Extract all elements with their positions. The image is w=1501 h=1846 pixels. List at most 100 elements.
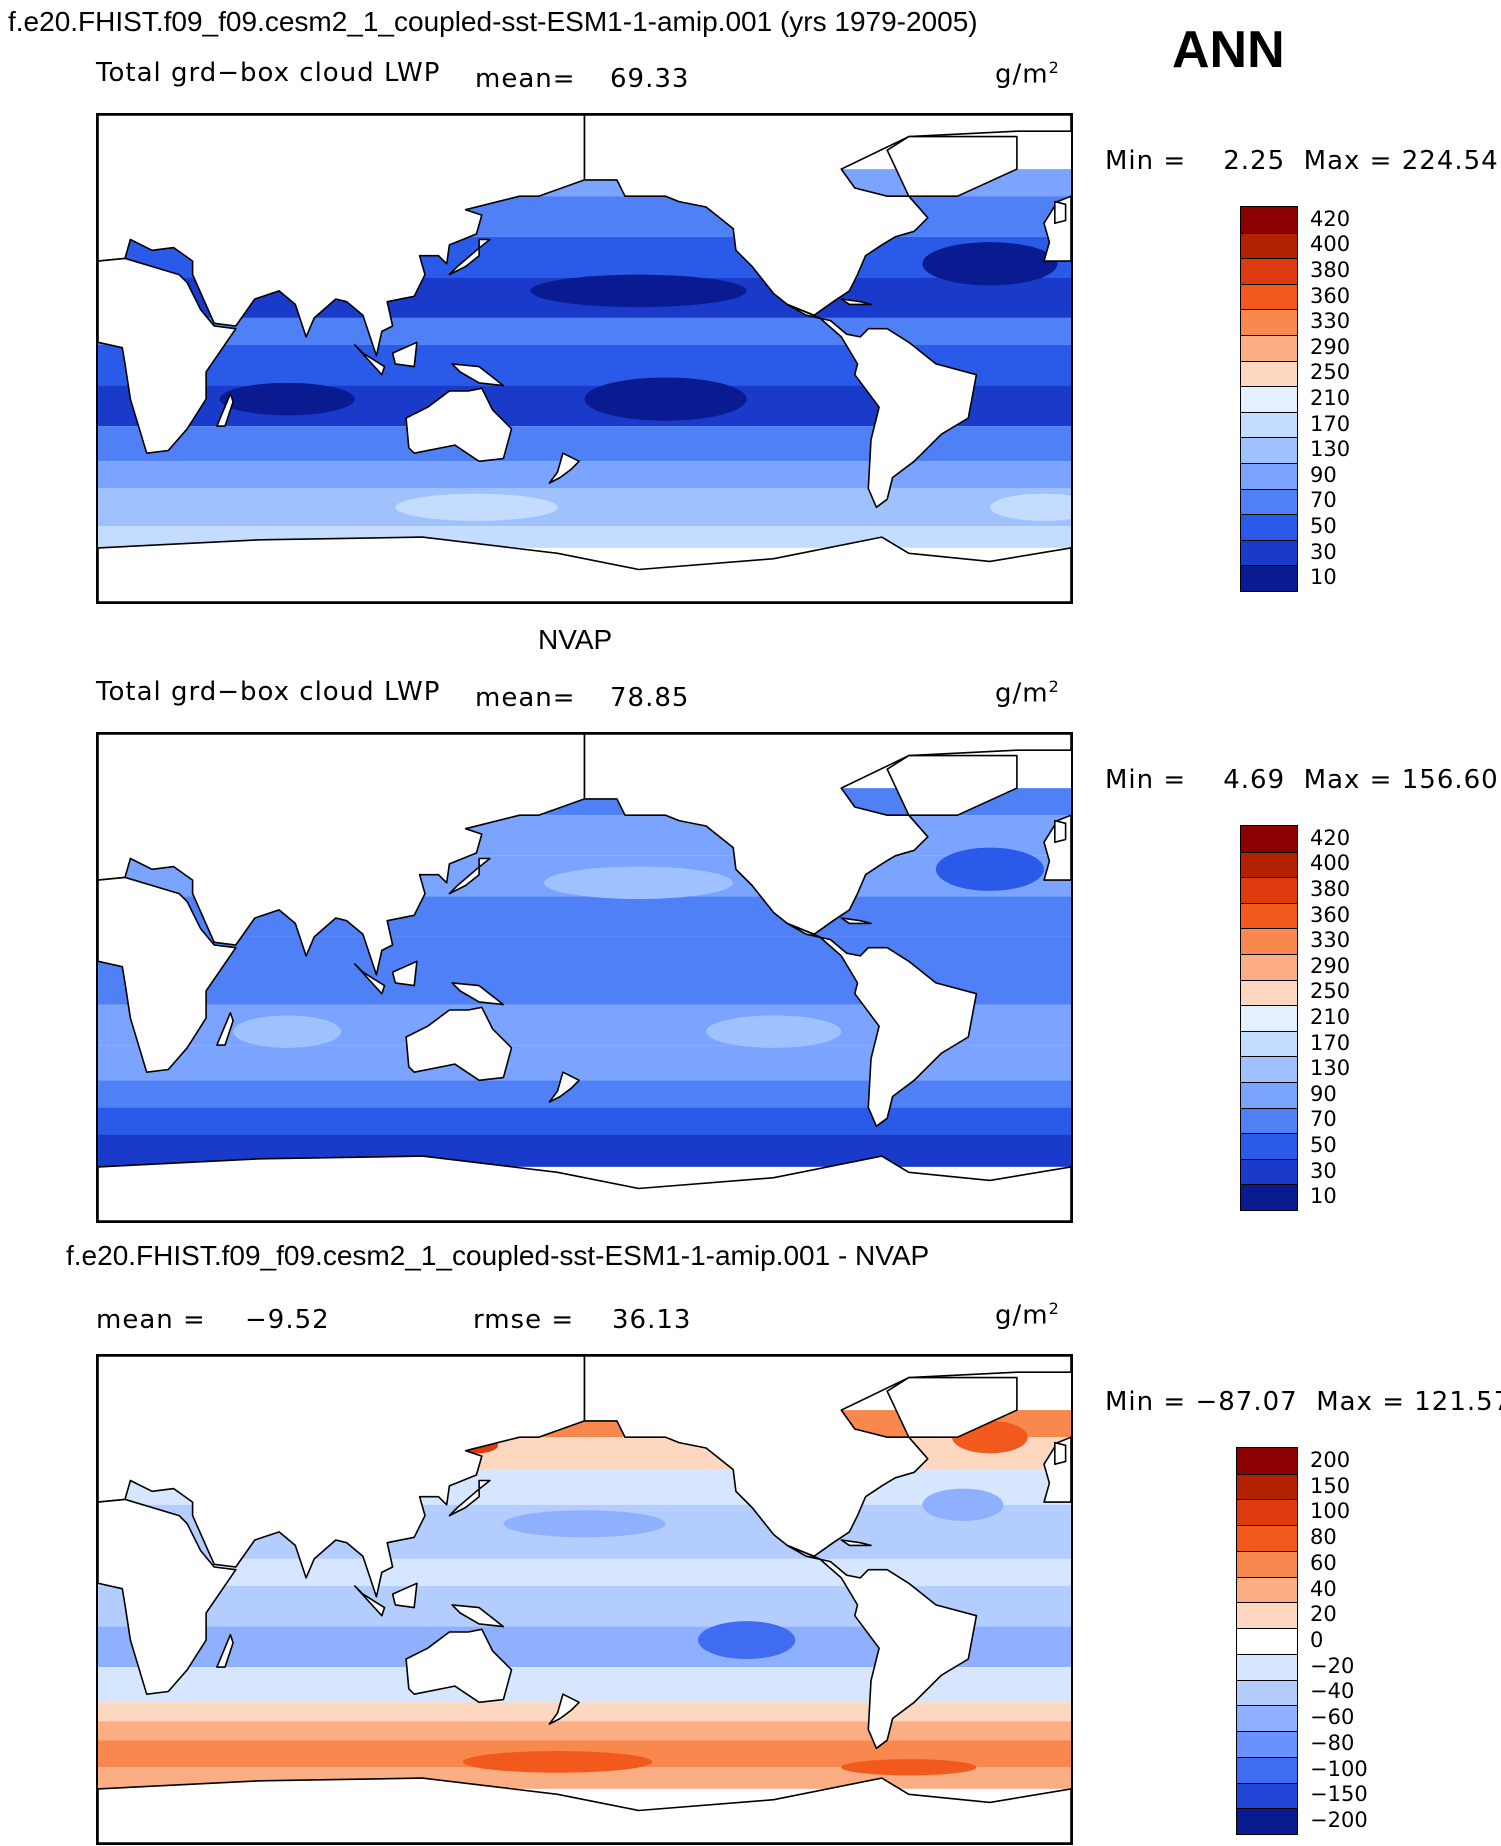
map-svg xyxy=(98,734,1071,1221)
colorbar-segment xyxy=(1237,1628,1297,1654)
continent-outline xyxy=(353,963,386,995)
colorbar-tick-label: −60 xyxy=(1310,1705,1355,1730)
panel2-mean-label: mean= xyxy=(475,683,576,713)
colorbar-tick-label: 170 xyxy=(1310,1030,1351,1055)
colorbar-segment xyxy=(1241,954,1297,980)
field-band xyxy=(98,1558,1071,1586)
panel3-units-exp: 2 xyxy=(1048,1299,1060,1318)
continent-outline xyxy=(98,1356,586,1598)
colorbar-tick-label: −150 xyxy=(1310,1782,1368,1807)
colorbar-tick-label: 210 xyxy=(1310,1005,1351,1029)
season-label: ANN xyxy=(1172,21,1285,79)
colorbar-segment xyxy=(1241,488,1297,515)
colorbar-tick-label: 290 xyxy=(1310,953,1351,978)
field-band xyxy=(98,1702,1071,1722)
field-blob xyxy=(989,493,1071,521)
field-band xyxy=(98,1721,1071,1741)
colorbar-segment xyxy=(1241,877,1297,903)
map-svg xyxy=(98,115,1071,602)
panel3-colorbar xyxy=(1236,1447,1298,1835)
continent-outline xyxy=(1053,200,1067,224)
continent-outline xyxy=(353,344,386,376)
field-blob xyxy=(233,1015,342,1048)
colorbar-segment xyxy=(1241,514,1297,540)
field-band xyxy=(98,1080,1071,1108)
continent-outline xyxy=(216,1633,234,1668)
colorbar-segment xyxy=(1237,1499,1297,1526)
field-blob xyxy=(698,1621,796,1660)
colorbar-tick-label: 400 xyxy=(1310,851,1351,876)
continent-outline xyxy=(98,257,237,455)
colorbar-tick-label: 90 xyxy=(1310,1081,1337,1106)
panel1-variable-label: Total grd−box cloud LWP xyxy=(96,58,441,88)
colorbar-tick-label: 200 xyxy=(1310,1447,1351,1472)
colorbar-tick-label: 130 xyxy=(1310,1056,1351,1081)
colorbar-tick-label: 10 xyxy=(1310,1184,1337,1209)
panel3-heading: f.e20.FHIST.f09_f09.cesm2_1_coupled-sst-… xyxy=(66,1240,930,1271)
colorbar-tick-label: 380 xyxy=(1310,877,1351,901)
panel3-mean-value: −9.52 xyxy=(245,1305,330,1335)
panel2-units-exp: 2 xyxy=(1048,677,1060,696)
panel3-units-base: g/m xyxy=(995,1300,1049,1331)
continent-outline xyxy=(786,922,978,1128)
panel3-mean-label: mean = xyxy=(96,1305,206,1335)
colorbar-segment xyxy=(1241,979,1297,1006)
colorbar-segment xyxy=(1237,1525,1297,1551)
map-svg xyxy=(98,1356,1071,1843)
field-band xyxy=(98,461,1071,489)
field-blob xyxy=(462,1751,653,1773)
continent-outline xyxy=(583,115,1071,316)
continent-outline xyxy=(98,1155,1071,1221)
panel2-units-base: g/m xyxy=(995,678,1049,709)
colorbar-segment xyxy=(1241,207,1297,233)
continent-outline xyxy=(451,363,505,387)
panel1-mean-label: mean= xyxy=(475,64,576,94)
colorbar-segment xyxy=(1241,902,1297,929)
colorbar-segment xyxy=(1241,928,1297,954)
colorbar-tick-label: 290 xyxy=(1310,334,1351,359)
continent-outline xyxy=(886,135,1018,197)
colorbar-tick-label: −100 xyxy=(1310,1756,1368,1781)
colorbar-tick-label: 250 xyxy=(1310,360,1351,385)
colorbar-tick-label: 70 xyxy=(1310,488,1337,513)
continent-outline xyxy=(216,1011,234,1046)
colorbar-segment xyxy=(1241,1158,1297,1185)
continent-outline xyxy=(583,734,1071,935)
colorbar-segment xyxy=(1241,360,1297,387)
colorbar-segment xyxy=(1241,309,1297,335)
colorbar-segment xyxy=(1241,335,1297,361)
continent-outline xyxy=(98,1498,237,1696)
continent-outline xyxy=(840,298,872,306)
colorbar-tick-label: 40 xyxy=(1310,1576,1337,1601)
colorbar-tick-label: 330 xyxy=(1310,309,1351,334)
continent-outline xyxy=(1053,819,1067,843)
panel2-heading: NVAP xyxy=(538,624,613,655)
field-band xyxy=(98,936,1071,964)
colorbar-tick-label: −40 xyxy=(1310,1679,1355,1704)
colorbar-tick-label: −200 xyxy=(1310,1808,1368,1833)
continent-outline xyxy=(786,1544,978,1750)
continent-outline xyxy=(786,303,978,509)
continent-outline xyxy=(548,452,580,484)
continent-outline xyxy=(216,392,234,427)
colorbar-tick-label: −20 xyxy=(1310,1653,1355,1678)
continent-outline xyxy=(448,1479,491,1517)
colorbar-segment xyxy=(1241,1030,1297,1057)
colorbar-tick-label: 380 xyxy=(1310,258,1351,282)
colorbar-segment xyxy=(1237,1679,1297,1706)
continent-outline xyxy=(405,1628,513,1704)
field-band xyxy=(98,488,1071,527)
continent-outline xyxy=(98,536,1071,602)
continent-outline xyxy=(451,982,505,1006)
panel1-map xyxy=(96,113,1073,604)
colorbar-segment xyxy=(1241,826,1297,852)
field-blob xyxy=(395,493,558,521)
colorbar-segment xyxy=(1237,1653,1297,1680)
colorbar-segment xyxy=(1241,1082,1297,1108)
colorbar-segment xyxy=(1237,1705,1297,1732)
colorbar-tick-label: 400 xyxy=(1310,232,1351,257)
continent-outline xyxy=(451,1604,505,1628)
colorbar-tick-label: 90 xyxy=(1310,462,1337,487)
continent-outline xyxy=(548,1071,580,1103)
field-blob xyxy=(530,274,747,308)
